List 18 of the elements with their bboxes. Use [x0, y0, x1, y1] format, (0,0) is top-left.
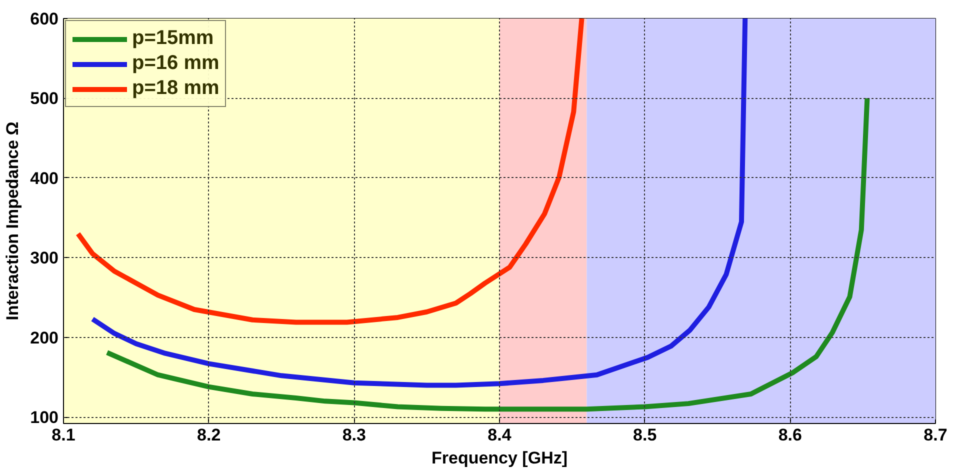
y-tick-label: 200	[30, 328, 59, 348]
y-tick-label: 100	[30, 408, 59, 428]
legend-label: p=18 mm	[132, 77, 220, 100]
x-tick-label: 8.5	[633, 426, 657, 444]
y-tick-label: 500	[30, 89, 59, 108]
y-tick-label: 600	[30, 10, 59, 28]
y-tick-label: 400	[30, 168, 59, 188]
x-tick-label: 8.7	[924, 426, 948, 444]
legend-label: p=15mm	[132, 27, 214, 50]
x-axis-title: Frequency [GHz]	[431, 448, 568, 468]
x-tick-label: 8.4	[488, 426, 512, 444]
x-tick-label: 8.1	[52, 426, 76, 444]
y-axis-title: Interaction Impedance Ω	[3, 122, 22, 320]
x-tick-label: 8.3	[342, 426, 366, 444]
x-tick-label: 8.2	[197, 426, 221, 444]
legend-label: p=16 mm	[132, 52, 220, 75]
y-tick-label: 300	[30, 248, 59, 268]
x-tick-label: 8.6	[778, 426, 802, 444]
